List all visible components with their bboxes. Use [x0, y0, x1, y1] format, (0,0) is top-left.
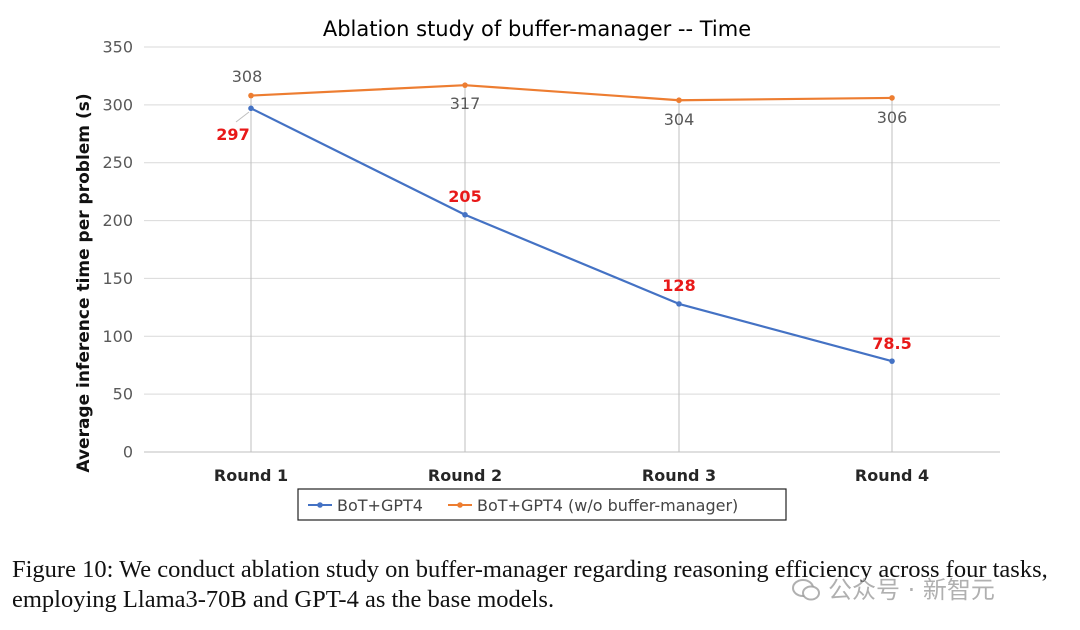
y-tick-label: 150 — [102, 269, 133, 288]
data-label-bot-gpt4-wo-buffer-round-2: 317 — [450, 94, 481, 113]
legend: BoT+GPT4 BoT+GPT4 (w/o buffer-manager) — [297, 488, 787, 521]
data-label-bot-gpt4-wo-buffer-round-3: 304 — [664, 110, 695, 129]
gridlines — [144, 46, 1000, 453]
point-bot-gpt4-wo-buffer-round-1 — [248, 92, 254, 99]
wechat-icon — [792, 579, 820, 601]
y-tick-label: 250 — [102, 153, 133, 172]
point-bot-gpt4-round-3 — [676, 301, 682, 307]
legend-label-bot-gpt4-wo-buffer: BoT+GPT4 (w/o buffer-manager) — [477, 496, 738, 515]
legend-item-bot-gpt4: BoT+GPT4 — [308, 496, 423, 515]
x-tick-label: Round 3 — [642, 466, 716, 485]
x-tick-label: Round 1 — [214, 466, 288, 485]
watermark-text: 公众号 · 新智元 — [828, 576, 995, 604]
point-bot-gpt4-round-1 — [248, 105, 254, 112]
point-bot-gpt4-round-4 — [889, 358, 895, 364]
series-lines — [248, 82, 895, 364]
x-tick-label: Round 4 — [855, 466, 929, 485]
legend-box — [297, 488, 787, 521]
y-tick-label: 200 — [102, 211, 133, 230]
y-tick-label: 0 — [123, 443, 133, 462]
point-bot-gpt4-wo-buffer-round-4 — [889, 95, 895, 101]
y-axis-ticks: 0 50 100 150 200 250 300 350 — [102, 38, 133, 462]
data-label-bot-gpt4-round-1: 297 — [216, 125, 249, 144]
legend-marker-bot-gpt4-wo-buffer — [457, 502, 463, 508]
data-label-bot-gpt4-wo-buffer-round-4: 306 — [877, 108, 908, 127]
y-tick-label: 100 — [102, 327, 133, 346]
point-bot-gpt4-wo-buffer-round-2 — [462, 82, 468, 88]
data-labels: 297 205 128 78.5 308 317 304 306 — [216, 67, 911, 353]
data-label-leader-line — [235, 111, 250, 123]
legend-label-bot-gpt4: BoT+GPT4 — [337, 496, 423, 515]
watermark: 公众号 · 新智元 — [792, 570, 995, 605]
series-line-bot-gpt4 — [250, 107, 893, 363]
x-axis-ticks: Round 1 Round 2 Round 3 Round 4 — [214, 466, 929, 485]
y-tick-label: 300 — [102, 95, 133, 114]
figure-caption: Figure 10: We conduct ablation study on … — [12, 556, 1048, 613]
point-bot-gpt4-round-2 — [462, 211, 468, 218]
data-label-bot-gpt4-round-3: 128 — [662, 276, 695, 295]
legend-marker-bot-gpt4 — [317, 502, 323, 508]
chart-title: Ablation study of buffer-manager -- Time — [323, 17, 751, 41]
y-tick-label: 50 — [113, 385, 133, 404]
x-tick-label: Round 2 — [428, 466, 502, 485]
y-axis-label: Average inference time per problem (s) — [74, 93, 94, 472]
y-tick-label: 350 — [102, 38, 133, 57]
legend-item-bot-gpt4-wo-buffer: BoT+GPT4 (w/o buffer-manager) — [448, 496, 738, 515]
data-label-bot-gpt4-wo-buffer-round-1: 308 — [232, 67, 263, 86]
series-line-bot-gpt4-wo-buffer — [250, 84, 893, 102]
drop-lines — [250, 85, 893, 452]
point-bot-gpt4-wo-buffer-round-3 — [676, 97, 682, 104]
data-label-bot-gpt4-round-2: 205 — [448, 187, 481, 206]
data-label-bot-gpt4-round-4: 78.5 — [872, 334, 911, 353]
